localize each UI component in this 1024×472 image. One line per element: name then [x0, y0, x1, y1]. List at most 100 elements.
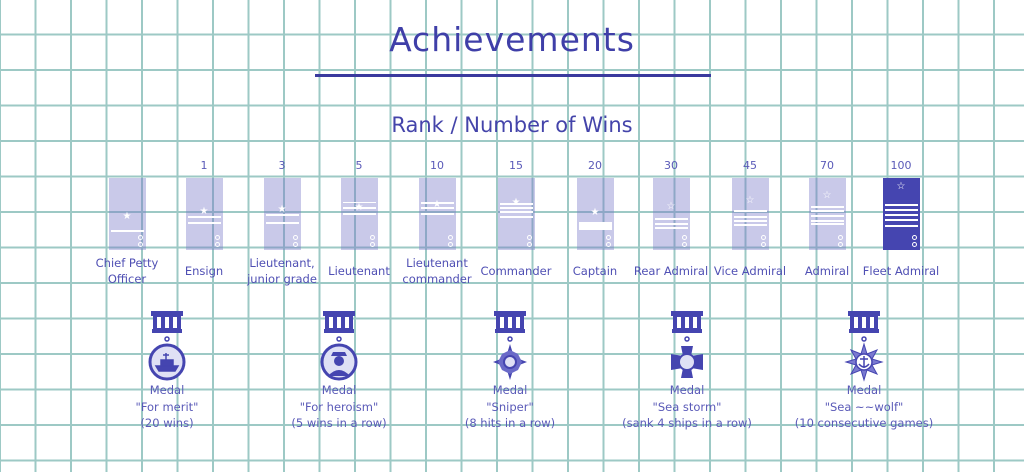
medal-text: "Sniper"	[486, 399, 534, 414]
ship-medal-icon	[148, 311, 186, 381]
rank-commander: 15 ★ Commander	[461, 158, 571, 279]
rank-stripe	[499, 211, 533, 213]
rank-wins: 100	[890, 159, 912, 172]
button-icon	[369, 235, 375, 240]
medal-text: "For merit"	[135, 399, 199, 414]
star-icon: ★	[277, 204, 287, 215]
medal-text: "Sea ~~wolf"	[824, 399, 904, 414]
rank-stripe	[110, 230, 144, 232]
rank-stripe	[733, 224, 767, 226]
medal-text: Medal	[149, 383, 185, 397]
button-icon	[681, 235, 687, 240]
rank-stripe	[810, 223, 844, 225]
star-icon: ☆	[745, 195, 755, 206]
rank-stripe	[884, 214, 918, 216]
rank-fleet-admiral: 100 ☆ Fleet Admiral	[846, 158, 956, 279]
rank-label: Lieutenant,	[249, 256, 315, 270]
rank-wins: 1	[200, 159, 208, 172]
star-icon: ☆	[822, 190, 832, 201]
button-icon	[605, 235, 611, 240]
rank-insignia: ★	[418, 178, 456, 250]
rank-stripe	[420, 202, 454, 204]
button-icon	[837, 235, 843, 240]
button-icon	[911, 235, 917, 240]
rank-insignia: ☆	[652, 178, 690, 250]
rank-insignia: ★	[263, 178, 301, 250]
rank-label: Captain	[572, 264, 618, 278]
star-icon: ★	[199, 206, 209, 217]
cross-medal-icon	[671, 311, 703, 378]
rank-label: Rear Admiral	[633, 264, 709, 278]
rank-lieutenant-junior-grade: 3 ★ Lieutenant, junior grade	[227, 158, 337, 287]
rank-wins: 5	[355, 159, 363, 172]
rank-insignia: ★	[185, 178, 223, 250]
button-icon	[447, 242, 453, 247]
rank-wins: 20	[588, 159, 602, 172]
rank-label: Officer	[107, 272, 147, 286]
rank-lieutenant-commander: 10 ★ Lieutenant commander	[382, 158, 492, 287]
rank-stripe	[342, 207, 376, 209]
rank-lieutenant: 5 ★ Lieutenant	[304, 158, 414, 279]
medal-2: Medal "Sniper" (8 hits in a row)	[425, 310, 595, 432]
rank-stripe	[884, 219, 918, 221]
rank-insignia: ☆	[882, 178, 920, 250]
rank-label: Chief Petty	[95, 256, 159, 270]
button-icon	[526, 242, 532, 247]
rank-label: Fleet Admiral	[862, 264, 940, 278]
rank-chief-petty-officer: ★ Chief Petty Officer	[72, 158, 182, 287]
rank-rear-admiral: 30 ☆ Rear Admiral	[616, 158, 726, 279]
rank-stripe	[810, 206, 844, 208]
title-underline	[315, 74, 711, 77]
medal-text: "For heroism"	[299, 399, 379, 414]
rank-label: Lieutenant	[406, 256, 468, 270]
rank-vice-admiral: 45 ☆ Vice Admiral	[695, 158, 805, 279]
button-icon	[292, 235, 298, 240]
button-icon	[447, 235, 453, 240]
rank-stripe	[265, 214, 299, 216]
rank-stripe	[654, 227, 688, 229]
medal-1: Medal "For heroism" (5 wins in a row)	[254, 310, 424, 432]
rank-wins: 45	[743, 159, 757, 172]
button-icon	[681, 242, 687, 247]
rank-insignia: ☆	[731, 178, 769, 250]
rank-stripe	[733, 210, 767, 212]
rank-label: Admiral	[804, 264, 850, 278]
rank-insignia: ★	[340, 178, 378, 250]
rank-insignia: ★	[576, 178, 614, 250]
rank-stripe	[420, 213, 454, 215]
rank-label: Lieutenant	[328, 264, 390, 278]
rank-wins: 15	[509, 159, 523, 172]
medal-3: Medal "Sea storm" (sank 4 ships in a row)	[602, 310, 772, 432]
rank-label: Vice Admiral	[713, 264, 787, 278]
button-icon	[526, 235, 532, 240]
rank-label: junior grade	[247, 272, 317, 286]
rank-insignia: ★	[108, 178, 146, 250]
rank-stripe	[733, 220, 767, 222]
page-title: Achievements	[389, 20, 635, 59]
button-icon	[760, 242, 766, 247]
medal-text: (20 wins)	[140, 416, 194, 430]
rank-wins: 10	[430, 159, 444, 172]
rank-stripe	[342, 213, 376, 215]
star-icon: ★	[590, 207, 600, 218]
medal-0: Medal "For merit" (20 wins)	[82, 310, 252, 432]
button-icon	[760, 235, 766, 240]
rank-stripe	[578, 222, 612, 230]
rank-stripe	[265, 222, 299, 224]
medal-text: Medal	[669, 383, 705, 397]
button-icon	[911, 242, 917, 247]
medal-text: (sank 4 ships in a row)	[622, 416, 752, 430]
button-icon	[369, 242, 375, 247]
button-icon	[137, 235, 143, 240]
rank-stripe	[499, 216, 533, 218]
rank-stripe	[733, 216, 767, 218]
rank-wins: 30	[664, 159, 678, 172]
rank-stripe	[342, 202, 376, 203]
anchor-star-medal-icon	[844, 311, 884, 382]
medal-text: (10 consecutive games)	[794, 416, 934, 430]
medal-text: (5 wins in a row)	[291, 416, 387, 430]
medal-text: Medal	[321, 383, 357, 397]
rank-ensign: 1 ★ Ensign	[149, 158, 259, 279]
rank-stripe	[810, 220, 844, 222]
